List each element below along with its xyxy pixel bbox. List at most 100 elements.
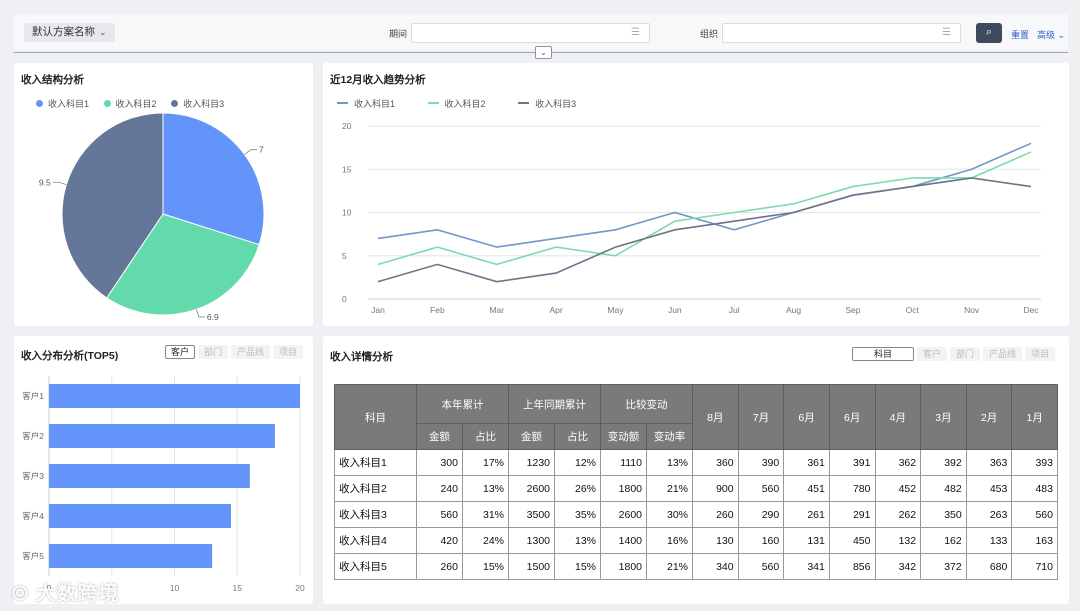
table-row: 收入科目3 560 31% 3500 35% 2600 30% 260 290 261 291 262… xyxy=(334,501,1058,528)
line-legend: 收入科目1 收入科目2 收入科目3 xyxy=(337,97,588,110)
bar[interactable] xyxy=(49,464,250,488)
header-sub: 变动额 xyxy=(600,423,647,450)
y-tick-label: 5 xyxy=(342,251,347,261)
tab-subject[interactable]: 科目 xyxy=(852,347,915,361)
series-line-2[interactable] xyxy=(377,151,1032,266)
table-cell: 262 xyxy=(874,501,922,528)
table-cell: 260 xyxy=(692,501,739,528)
table-cell: 1110 xyxy=(600,449,647,476)
x-tick-label: Dec xyxy=(1023,305,1039,315)
bar-panel: 收入分布分析(TOP5) 客户 部门 产品线 项目 0 5 10 15 20 客户1 客户2 客户3… xyxy=(14,336,313,604)
table-cell: 391 xyxy=(828,449,876,476)
line-title: 近12月收入趋势分析 xyxy=(330,74,426,86)
tab-customer[interactable]: 客户 xyxy=(165,345,196,359)
pie-slice[interactable] xyxy=(61,112,164,299)
table-cell: 160 xyxy=(737,527,785,554)
collapse-toggle[interactable]: ⌄ xyxy=(535,46,552,59)
table-cell: 856 xyxy=(828,553,876,580)
scheme-label: 默认方案名称 xyxy=(32,26,95,38)
x-tick-label: Apr xyxy=(549,305,562,315)
table-cell: 26% xyxy=(554,475,601,502)
header-sub: 占比 xyxy=(554,423,601,450)
tab-product-line[interactable]: 产品线 xyxy=(231,345,271,359)
bar[interactable] xyxy=(49,424,275,448)
table-cell: 560 xyxy=(1011,501,1058,528)
legend-item-2[interactable]: 收入科目2 xyxy=(103,97,157,110)
table-cell: 2600 xyxy=(508,475,555,502)
list-icon: ☰ xyxy=(942,27,951,38)
header-month: 6月 xyxy=(828,384,876,450)
bar[interactable] xyxy=(49,544,213,568)
table-cell: 560 xyxy=(737,553,785,580)
series-line-1[interactable] xyxy=(377,142,1032,248)
period-input[interactable]: ☰ xyxy=(411,23,650,43)
table-cell: 453 xyxy=(965,475,1013,502)
pie-slice[interactable] xyxy=(106,213,260,316)
tab-department[interactable]: 部门 xyxy=(950,347,981,361)
table-cell: 35% xyxy=(554,501,601,528)
pie-panel: 收入结构分析 收入科目1 收入科目2 收入科目3 7 6.9 9.5 xyxy=(14,63,313,326)
tab-product-line[interactable]: 产品线 xyxy=(983,347,1023,361)
table-cell: 132 xyxy=(874,527,922,554)
header-month: 1月 xyxy=(1011,384,1058,450)
detail-table: 科目 本年累计 上年同期累计 比较变动 8月 7月 6月 6月 4月 3月 2月… xyxy=(334,384,1058,580)
advanced-label: 高级 xyxy=(1037,30,1056,40)
bar[interactable] xyxy=(49,384,300,408)
detail-tabs: 科目 客户 部门 产品线 项目 xyxy=(849,347,1056,361)
scheme-dropdown[interactable]: 默认方案名称 ⌄ xyxy=(24,23,115,42)
table-row: 收入科目4 420 24% 1300 13% 1400 16% 130 160 131 450 132… xyxy=(334,527,1058,554)
legend-item-2[interactable]: 收入科目2 xyxy=(427,97,486,110)
tab-project[interactable]: 项目 xyxy=(273,345,304,359)
table-cell: 342 xyxy=(874,553,922,580)
tab-department[interactable]: 部门 xyxy=(198,345,229,359)
y-tick-label: 客户5 xyxy=(22,551,44,561)
chevron-down-icon: ⌄ xyxy=(1055,30,1066,40)
legend-item-1[interactable]: 收入科目1 xyxy=(337,97,395,110)
header-group: 上年同期累计 xyxy=(508,384,601,424)
table-cell: 24% xyxy=(462,527,509,554)
pie-slice[interactable] xyxy=(162,112,265,246)
x-tick-label: Nov xyxy=(964,305,980,315)
legend-item-1[interactable]: 收入科目1 xyxy=(36,97,89,110)
period-label: 期间 xyxy=(389,29,408,39)
bar[interactable] xyxy=(49,504,231,528)
watermark-icon: ⦾ xyxy=(12,583,36,605)
bar-title: 收入分布分析(TOP5) xyxy=(21,350,119,362)
legend-item-3[interactable]: 收入科目3 xyxy=(518,97,576,110)
x-tick-label: May xyxy=(607,305,624,315)
table-cell: 360 xyxy=(692,449,739,476)
table-cell: 163 xyxy=(1011,527,1058,554)
table-cell: 900 xyxy=(692,475,739,502)
table-row: 收入科目5 260 15% 1500 15% 1800 21% 340 560 341 856 342… xyxy=(334,553,1058,580)
advanced-button[interactable]: 高级 ⌄ xyxy=(1037,28,1065,41)
reset-button[interactable]: 重置 xyxy=(1011,30,1030,40)
x-tick-label: Jun xyxy=(668,305,682,315)
series-line-3[interactable] xyxy=(377,177,1032,283)
y-tick-label: 客户1 xyxy=(22,391,44,401)
table-cell: 450 xyxy=(828,527,876,554)
row-subject: 收入科目5 xyxy=(334,553,417,580)
table-cell: 130 xyxy=(692,527,739,554)
chevron-down-icon: ⌄ xyxy=(540,48,547,57)
table-cell: 780 xyxy=(828,475,876,502)
table-cell: 21% xyxy=(646,553,693,580)
tab-project[interactable]: 项目 xyxy=(1025,347,1056,361)
search-button[interactable]: ⌕ xyxy=(976,23,1002,43)
header-sub: 金额 xyxy=(416,423,463,450)
header-month: 4月 xyxy=(874,384,922,450)
tab-customer[interactable]: 客户 xyxy=(917,347,948,361)
table-cell: 1800 xyxy=(600,475,647,502)
legend-item-3[interactable]: 收入科目3 xyxy=(171,97,224,110)
table-cell: 680 xyxy=(965,553,1013,580)
filter-bar: 默认方案名称 ⌄ 期间 ☰ 组织 ☰ ⌕ 重置 高级 ⌄ xyxy=(14,14,1068,50)
bar-chart: 0 5 10 15 20 客户1 客户2 客户3 客户4 客户5 xyxy=(22,376,305,593)
table-cell: 300 xyxy=(416,449,463,476)
table-cell: 21% xyxy=(646,475,693,502)
table-row: 收入科目2 240 13% 2600 26% 1800 21% 900 560 451 780 452… xyxy=(334,475,1058,502)
table-cell: 13% xyxy=(646,449,693,476)
y-tick-label: 客户2 xyxy=(22,431,44,441)
table-cell: 1230 xyxy=(508,449,555,476)
y-tick-label: 20 xyxy=(342,121,352,131)
x-tick-label: Feb xyxy=(430,305,445,315)
org-input[interactable]: ☰ xyxy=(722,23,961,43)
